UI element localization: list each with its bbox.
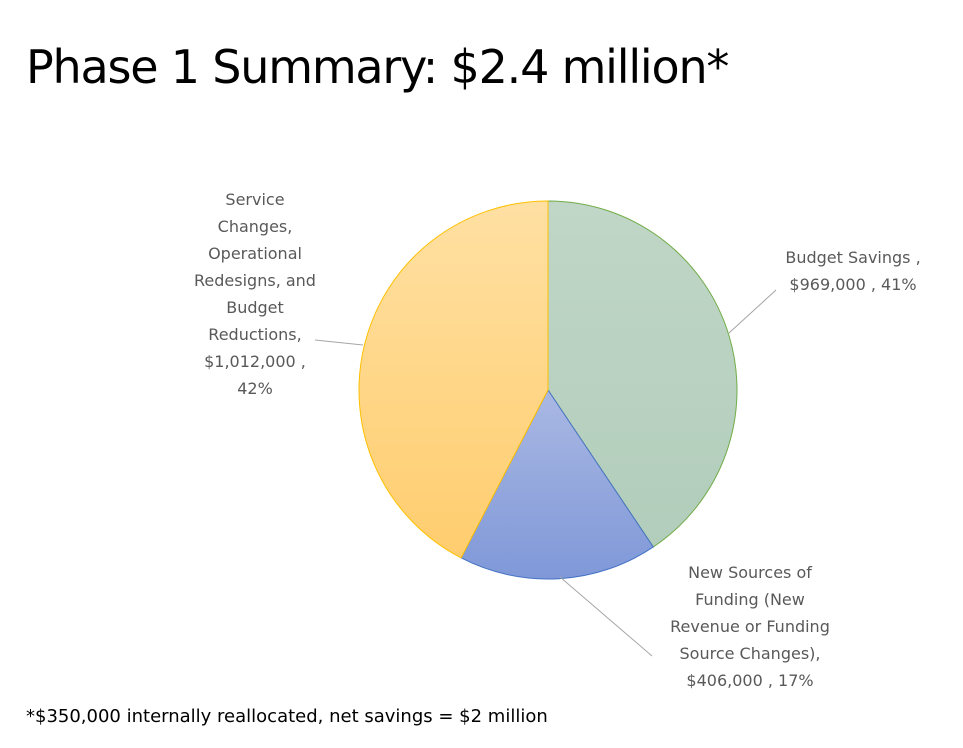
slice-label-line: Source Changes), [680,644,821,663]
pie-slice-2 [460,389,654,580]
slice-label-line: 42% [237,379,273,398]
pie-slice-1 [547,200,738,548]
slice-label-3: Service Changes, Operational Redesigns, and… [194,190,316,398]
slide-title: Phase 1 Summary: $2.4 million* [26,40,729,94]
slice-label-line: $969,000 , 41% [789,275,916,294]
slice-label-line: Budget Savings , [785,248,920,267]
slice-label-line: $1,012,000 , [204,352,306,371]
leader-lines [314,289,777,657]
slice-label-line: Operational [208,244,302,263]
slice-label-2: New Sources of Funding (New Revenue or Fun… [670,563,830,690]
slice-labels: Budget Savings , $969,000 , 41% New Source… [194,190,921,690]
slice-label-line: New Sources of [688,563,812,582]
slice-label-1: Budget Savings , $969,000 , 41% [785,248,920,294]
slice-label-line: $406,000 , 17% [686,671,813,690]
pie-slices [358,200,738,580]
slice-label-line: Redesigns, and [194,271,316,290]
leader-line-1 [728,289,777,334]
slice-label-line: Budget [226,298,284,317]
slice-label-line: Funding (New [695,590,805,609]
slice-label-line: Reductions, [208,325,301,344]
leader-line-2 [559,576,653,657]
footnote: *$350,000 internally reallocated, net sa… [26,706,548,727]
pie-slice-3 [358,200,549,559]
leader-line-3 [314,339,364,346]
slice-label-line: Changes, [218,217,293,236]
slice-label-line: Service [225,190,284,209]
slice-label-line: Revenue or Funding [670,617,830,636]
